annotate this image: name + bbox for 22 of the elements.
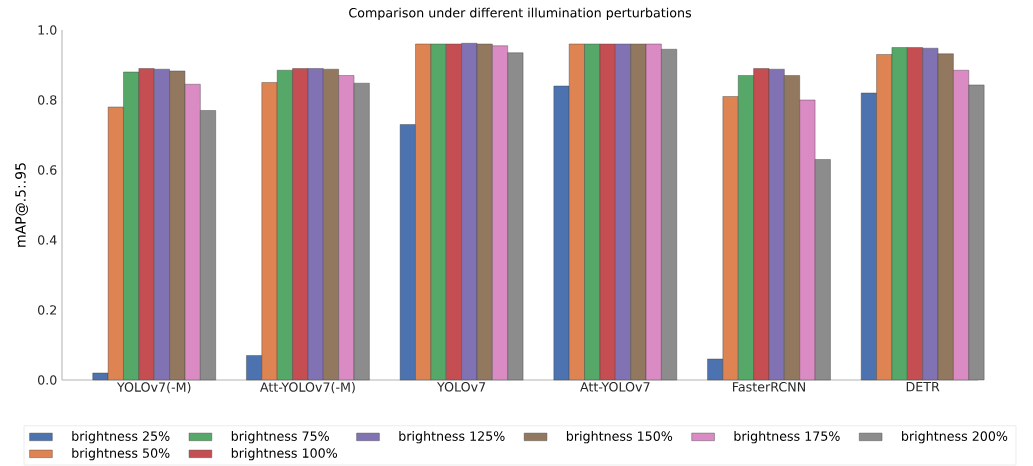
y-tick-label: 1.0 <box>38 25 57 35</box>
chart-title: Comparison under different illumination perturbations <box>349 7 692 20</box>
legend-label: brightness 150% <box>566 431 673 444</box>
legend-label: brightness 175% <box>734 431 840 444</box>
legend-label: brightness 50% <box>72 448 170 461</box>
x-tick-label: YOLOv7 <box>437 382 486 392</box>
x-tick-label: DETR <box>906 382 940 392</box>
legend-label: brightness 200% <box>902 431 1008 444</box>
x-tick-label: YOLOv7(-M) <box>116 382 191 394</box>
y-tick-label: 0.8 <box>37 95 57 105</box>
legend-label: brightness 100% <box>231 448 338 461</box>
x-tick-label: FasterRCNN <box>733 382 805 392</box>
x-tick-label: Att-YOLOv7 <box>580 382 650 392</box>
legend-label: brightness 125% <box>399 431 505 444</box>
y-tick-label: 0.0 <box>37 375 57 385</box>
y-axis-title: mAP@.5:.95 <box>15 163 28 247</box>
legend-label: brightness 75% <box>231 431 329 444</box>
y-tick-label: 0.4 <box>37 235 57 245</box>
legend-label: brightness 25% <box>72 431 170 444</box>
x-tick-label: Att-YOLOv7(-M) <box>260 382 355 394</box>
y-tick-label: 0.6 <box>37 165 57 175</box>
y-tick-label: 0.2 <box>37 305 57 315</box>
